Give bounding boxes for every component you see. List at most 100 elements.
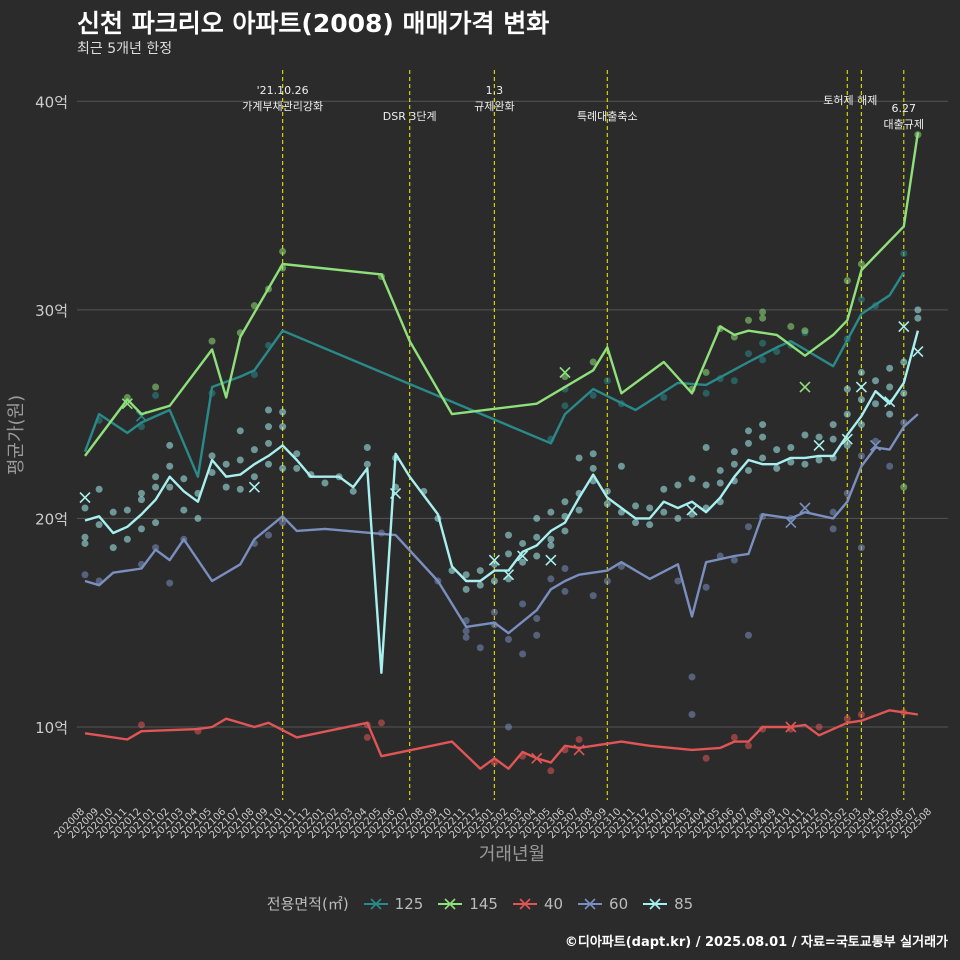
scatter-point-145 [787, 323, 795, 331]
scatter-point-125 [759, 339, 767, 347]
scatter-point-85 [674, 481, 682, 489]
scatter-point-85 [759, 433, 767, 441]
scatter-point-145 [843, 277, 851, 285]
scatter-point-85 [109, 544, 117, 552]
source-caption: ©디아파트(dapt.kr) / 2025.08.01 / 자료=국토교통부 실… [564, 935, 948, 950]
scatter-point-60 [490, 608, 498, 616]
scatter-point-85 [857, 368, 865, 376]
scatter-point-40 [744, 742, 752, 750]
scatter-point-85 [533, 533, 541, 541]
scatter-point-85 [632, 502, 640, 510]
scatter-point-85 [716, 479, 724, 487]
scatter-point-40 [137, 721, 145, 729]
scatter-point-85 [265, 460, 273, 468]
scatter-point-145 [123, 393, 131, 401]
series-line-145 [84, 132, 920, 457]
scatter-point-85 [801, 431, 809, 439]
legend-key-icon [438, 897, 463, 910]
scatter-point-85 [759, 421, 767, 429]
scatter-point-125 [250, 371, 258, 379]
scatter-point-85 [589, 464, 597, 472]
scatter-point-145 [702, 368, 710, 376]
scatter-point-85 [123, 506, 131, 514]
scatter-point-85 [900, 389, 908, 397]
scatter-point-85 [533, 514, 541, 522]
scatter-point-60 [674, 577, 682, 585]
scatter-point-60 [688, 673, 696, 681]
scatter-point-85 [815, 433, 823, 441]
scatter-point-60 [617, 562, 625, 570]
scatter-point-85 [914, 306, 922, 314]
legend-label: 85 [674, 894, 694, 913]
scatter-point-85 [519, 558, 527, 566]
scatter-point-40 [815, 723, 823, 731]
scatter-point-85 [632, 519, 640, 527]
scatter-point-85 [829, 435, 837, 443]
scatter-point-125 [759, 356, 767, 364]
scatter-point-145 [759, 314, 767, 322]
scatter-point-60 [519, 600, 527, 608]
scatter-point-85 [872, 400, 880, 408]
scatter-point-85 [857, 421, 865, 429]
scatter-point-85 [561, 527, 569, 535]
series-line-60 [84, 413, 919, 635]
x-marker-40 [531, 752, 543, 764]
scatter-point-85 [476, 581, 484, 589]
scatter-point-85 [872, 377, 880, 385]
scatter-point-85 [490, 577, 498, 585]
x-marker-85 [884, 396, 896, 408]
scatter-point-60 [476, 644, 484, 652]
scatter-point-85 [730, 460, 738, 468]
legend-item-145: 145 [437, 895, 498, 913]
event-label: 특례대출축소 [577, 110, 638, 123]
scatter-point-145 [857, 260, 865, 268]
x-axis-label: 거래년월 [479, 844, 545, 865]
scatter-point-85 [730, 448, 738, 456]
scatter-point-145 [279, 247, 287, 255]
x-marker-85 [855, 381, 867, 393]
scatter-point-60 [744, 631, 752, 639]
scatter-point-85 [279, 464, 287, 472]
scatter-point-85 [533, 552, 541, 560]
scatter-point-125 [660, 393, 668, 401]
scatter-point-85 [646, 504, 654, 512]
scatter-point-60 [589, 592, 597, 600]
scatter-point-85 [603, 500, 611, 508]
scatter-point-85 [81, 504, 89, 512]
scatter-point-85 [575, 506, 583, 514]
x-marker-85 [488, 554, 500, 566]
scatter-point-145 [208, 337, 216, 345]
legend-key-icon [578, 897, 603, 910]
scatter-point-145 [152, 383, 160, 391]
x-marker-145 [121, 398, 133, 410]
scatter-point-85 [547, 542, 555, 550]
scatter-point-85 [279, 408, 287, 416]
scatter-point-85 [321, 479, 329, 487]
y-axis-label: 평균가(원) [6, 395, 27, 475]
scatter-point-85 [208, 452, 216, 460]
scatter-point-60 [886, 462, 894, 470]
scatter-point-85 [505, 531, 512, 539]
x-marker-85 [898, 320, 910, 333]
chart-subtitle: 최근 5개년 한정 [77, 41, 173, 57]
scatter-point-145 [900, 483, 908, 491]
scatter-point-85 [265, 406, 273, 414]
legend-key-icon [643, 897, 668, 910]
legend: 전용면적(㎡) 125 145 40 60 85 [0, 893, 960, 914]
legend-item-40: 40 [512, 895, 563, 913]
legend-item-60: 60 [577, 895, 628, 913]
scatter-point-85 [236, 456, 244, 464]
scatter-point-85 [547, 535, 555, 543]
scatter-point-85 [702, 481, 710, 489]
scatter-point-85 [236, 485, 244, 493]
scatter-point-85 [843, 410, 851, 418]
x-marker-85 [248, 481, 260, 493]
event-label: 대출규제 [884, 118, 924, 131]
scatter-point-125 [744, 350, 752, 358]
scatter-point-85 [744, 466, 752, 474]
scatter-point-145 [744, 316, 752, 324]
scatter-point-85 [674, 514, 682, 522]
scatter-point-85 [152, 473, 160, 481]
scatter-point-85 [773, 464, 781, 472]
series-line-85 [84, 330, 920, 674]
